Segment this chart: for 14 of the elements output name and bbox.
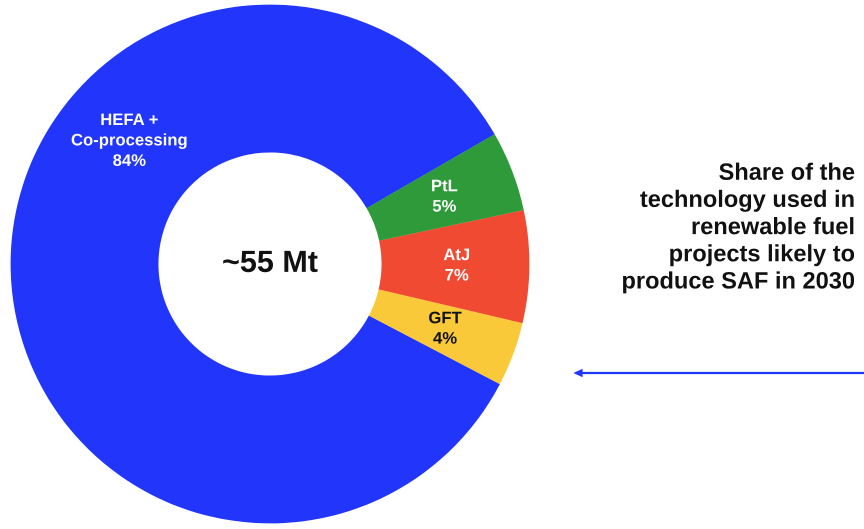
data-label: 84% — [113, 154, 146, 166]
slice-label: PtL — [432, 180, 458, 192]
slice-label: HEFA + Co-processing — [72, 114, 187, 149]
data-label: 5% — [432, 200, 456, 212]
donut-slice — [378, 210, 530, 324]
slice-label: AtJ — [444, 248, 470, 260]
text: Share of the technology used in renewable fuel projects likely to produce SAF in 2030 — [623, 162, 854, 294]
text: ~55 Mt — [223, 250, 318, 272]
data-label: 7% — [445, 268, 468, 281]
donut-slice — [366, 134, 524, 241]
data-label: 4% — [433, 332, 457, 344]
donut-slice — [368, 289, 523, 384]
slice-label: GFT — [429, 312, 462, 324]
donut-slice — [10, 4, 500, 524]
